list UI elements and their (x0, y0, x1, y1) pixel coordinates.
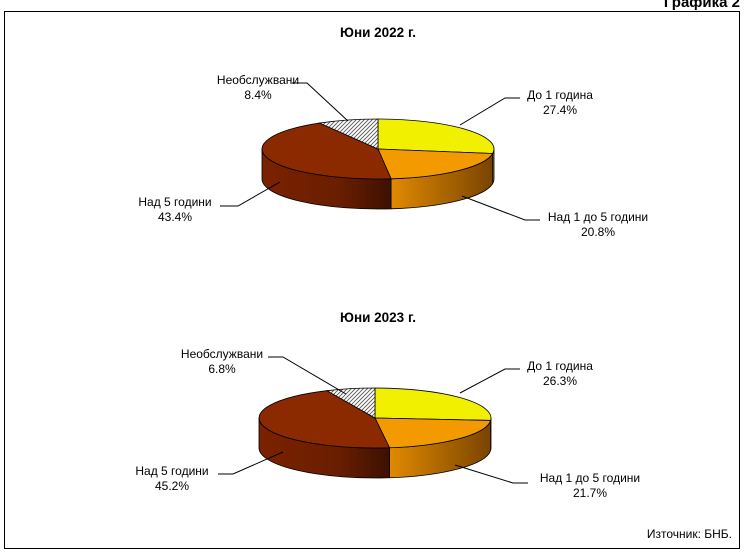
chart-2-pie (258, 387, 492, 479)
chart-2-label-neobsluzhvani: Необслужвани (181, 347, 263, 361)
chart-1-leader-do-1 (459, 97, 520, 126)
chart-1-label-do-1: До 1 година (527, 88, 593, 102)
chart-1-leader-nad-1-do-5 (461, 195, 540, 221)
chart-2-label-nad-1-do-5: Над 1 до 5 години (540, 471, 640, 485)
chart-1-value-do-1: 27.4% (543, 103, 577, 117)
chart-1-pie (261, 118, 495, 210)
chart-2-value-nad-5: 45.2% (155, 479, 189, 493)
chart-2-slice-neobsluzhvani (325, 387, 376, 419)
chart-1-leader-neobsluzhvani (292, 82, 349, 122)
source-note: Източник: БНБ. (647, 527, 732, 541)
chart-2-value-nad-1-do-5: 21.7% (573, 486, 607, 500)
chart-1-slice-nad-5 (261, 122, 392, 180)
chart-1-value-neobsluzhvani: 8.4% (244, 88, 272, 102)
chart-2-leader-neobsluzhvani (268, 356, 347, 395)
chart-2-leader-do-1 (459, 368, 520, 394)
chart-1-value-nad-5: 43.4% (158, 210, 192, 224)
chart-2-value-neobsluzhvani: 6.8% (208, 362, 236, 376)
chart-2-title: Юни 2023 г. (340, 310, 416, 325)
chart-1-title: Юни 2022 г. (340, 25, 416, 40)
chart-1-label-nad-1-do-5: Над 1 до 5 години (548, 210, 648, 224)
chart-1-slice-do-1 (377, 118, 495, 154)
chart-2-slice-nad-1-do-5 (374, 417, 492, 449)
chart-2-leader-nad-1-do-5 (454, 464, 528, 484)
chart-1-label-neobsluzhvani: Необслужвани (217, 73, 299, 87)
figure-label: Графика 2 (663, 0, 740, 11)
chart-2-label-do-1: До 1 година (527, 359, 593, 373)
chart-2-leader-nad-5 (218, 451, 284, 475)
chart-1-label-nad-5: Над 5 години (138, 195, 211, 209)
chart-1-value-nad-1-do-5: 20.8% (581, 225, 615, 239)
chart-1-slice-nad-1-do-5 (377, 148, 494, 180)
chart-2-slice-nad-5 (258, 390, 391, 449)
chart-2-label-nad-5: Над 5 години (135, 464, 208, 478)
leader-lines (218, 82, 540, 484)
chart-2-slice-do-1 (374, 387, 492, 421)
chart-1-slice-neobsluzhvani (318, 118, 379, 150)
chart-2-value-do-1: 26.3% (543, 374, 577, 388)
chart-1-leader-nad-5 (220, 181, 281, 207)
